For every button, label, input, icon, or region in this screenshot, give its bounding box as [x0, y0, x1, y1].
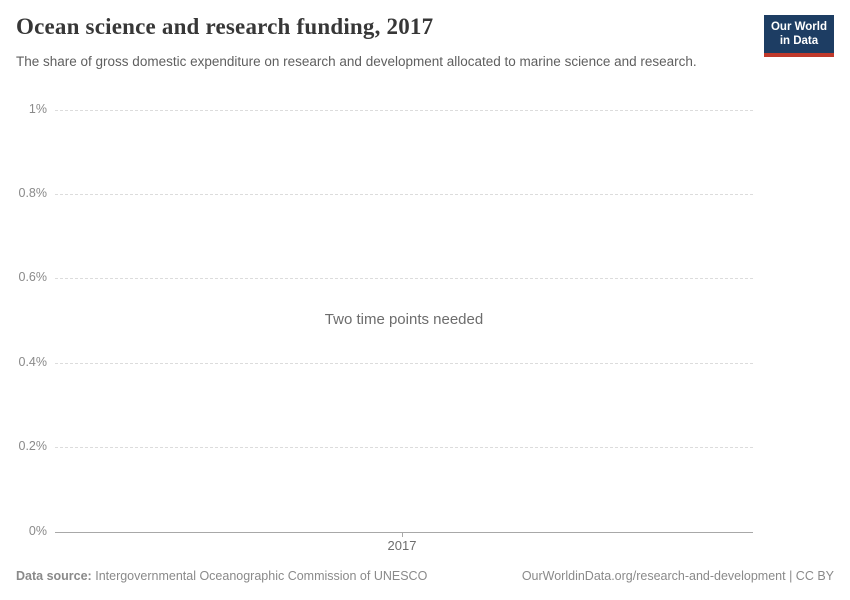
y-axis-tick-label: 0.2%	[18, 439, 48, 453]
y-axis-tick-label: 0.8%	[18, 186, 48, 200]
gridline	[55, 447, 753, 448]
empty-chart-message: Two time points needed	[324, 311, 484, 328]
data-source-value: Intergovernmental Oceanographic Commissi…	[95, 569, 428, 583]
gridline	[55, 363, 753, 364]
y-axis-tick-label: 0.4%	[18, 355, 48, 369]
owid-logo[interactable]: Our World in Data	[763, 15, 834, 57]
chart-subtitle: The share of gross domestic expenditure …	[16, 54, 697, 69]
chart-footer: Data source: Intergovernmental Oceanogra…	[16, 569, 834, 583]
gridline	[55, 278, 753, 279]
gridline	[55, 110, 753, 111]
x-axis-tick-mark	[402, 532, 403, 537]
x-axis-line	[55, 532, 753, 533]
data-source-note: Data source: Intergovernmental Oceanogra…	[16, 569, 427, 583]
owid-logo-line1: Our World	[770, 21, 827, 33]
y-axis-tick-label: 1%	[28, 102, 47, 116]
owid-logo-line2: in Data	[779, 35, 819, 48]
y-axis-tick-label: 0%	[28, 524, 47, 538]
owid-url-link[interactable]: OurWorldinData.org/research-and-developm…	[521, 569, 834, 583]
data-source-label: Data source:	[16, 569, 92, 583]
y-axis-tick-label: 0.6%	[18, 270, 48, 284]
page-title: Ocean science and research funding, 2017	[16, 14, 434, 39]
gridline	[55, 194, 753, 195]
x-axis-tick-label: 2017	[387, 538, 417, 553]
